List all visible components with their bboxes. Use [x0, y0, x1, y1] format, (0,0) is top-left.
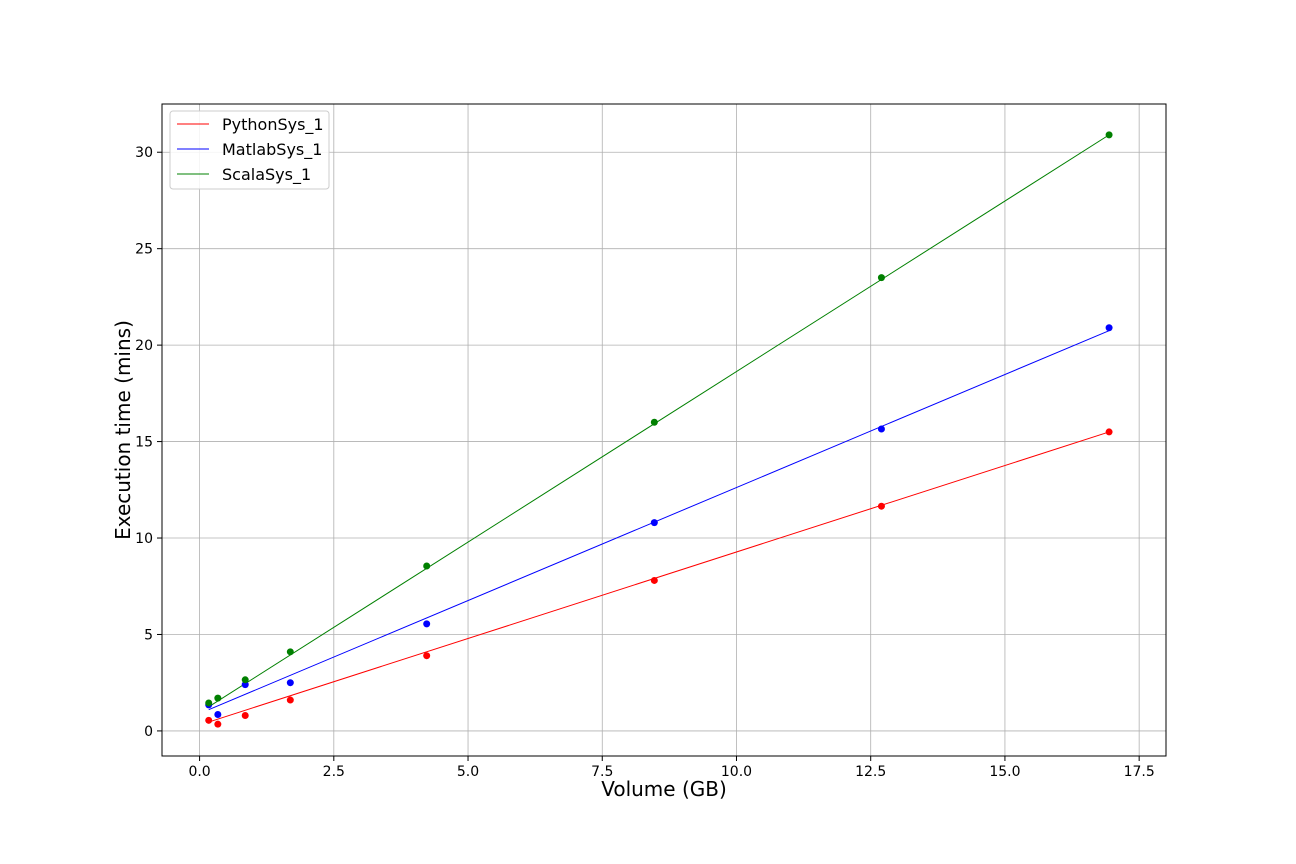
x-tick-label: 7.5: [591, 764, 613, 780]
x-tick-label: 12.5: [855, 764, 886, 780]
x-tick-label: 2.5: [323, 764, 345, 780]
legend: PythonSys_1 MatlabSys_1 ScalaSys_1: [169, 110, 330, 190]
x-tick-label: 17.5: [1124, 764, 1155, 780]
data-point-matlabsys-1: [877, 425, 885, 433]
fit-line-pythonsys-1: [208, 431, 1110, 723]
data-point-matlabsys-1: [286, 679, 294, 687]
data-point-scalasys-1: [214, 694, 222, 702]
y-tick-label: 25: [135, 242, 153, 258]
data-point-scalasys-1: [286, 648, 294, 656]
data-point-pythonsys-1: [286, 696, 294, 704]
y-tick-label: 10: [135, 531, 153, 547]
fit-lines: [208, 134, 1110, 723]
plot-frame: [161, 103, 1167, 757]
x-tick-label: 5.0: [457, 764, 479, 780]
data-point-matlabsys-1: [650, 519, 658, 527]
grid: [162, 104, 1166, 756]
y-tick-label: 0: [144, 724, 153, 740]
data-point-scalasys-1: [241, 676, 249, 684]
data-point-scalasys-1: [205, 699, 213, 707]
x-axis: 0.0 2.5 5.0 7.5 10.0 12.5 15.0 17.5: [188, 756, 1155, 780]
x-tick-label: 15.0: [989, 764, 1020, 780]
data-point-pythonsys-1: [241, 711, 249, 719]
legend-label: MatlabSys_1: [222, 140, 322, 160]
data-point-pythonsys-1: [1105, 428, 1113, 436]
y-axis-label: Execution time (mins): [111, 320, 135, 540]
fit-line-scalasys-1: [208, 134, 1110, 708]
legend-label: ScalaSys_1: [222, 165, 311, 185]
y-axis: 0 5 10 15 20 25 30: [135, 145, 162, 740]
data-point-scalasys-1: [877, 274, 885, 282]
data-point-scalasys-1: [423, 562, 431, 570]
y-tick-label: 20: [135, 338, 153, 354]
data-point-matlabsys-1: [1105, 324, 1113, 332]
x-tick-label: 0.0: [188, 764, 210, 780]
y-tick-label: 5: [144, 627, 153, 643]
y-tick-label: 15: [135, 435, 153, 451]
data-point-matlabsys-1: [241, 681, 249, 689]
data-point-pythonsys-1: [423, 652, 431, 660]
data-point-scalasys-1: [1105, 131, 1113, 139]
data-point-pythonsys-1: [877, 502, 885, 510]
legend-label: PythonSys_1: [222, 115, 324, 135]
data-point-matlabsys-1: [214, 711, 222, 719]
y-tick-label: 30: [135, 145, 153, 161]
x-axis-label: Volume (GB): [601, 777, 727, 801]
fit-line-matlabsys-1: [208, 330, 1110, 711]
data-point-pythonsys-1: [205, 716, 213, 724]
data-point-matlabsys-1: [423, 620, 431, 628]
data-point-pythonsys-1: [214, 720, 222, 728]
data-point-pythonsys-1: [650, 576, 658, 584]
x-tick-label: 10.0: [721, 764, 752, 780]
data-points: [205, 131, 1113, 728]
data-point-scalasys-1: [650, 418, 658, 426]
legend-box: [169, 110, 330, 190]
